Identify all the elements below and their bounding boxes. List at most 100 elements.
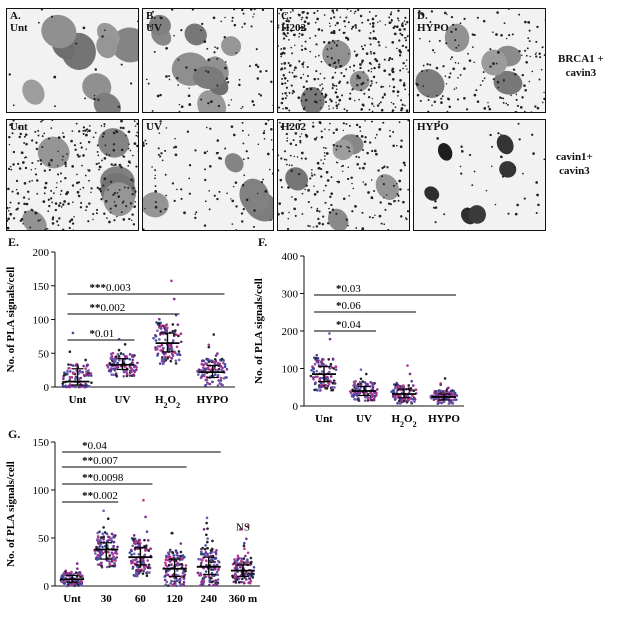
pla-signal-dot <box>288 164 291 166</box>
pla-signal-dot <box>403 84 406 87</box>
data-point <box>198 370 201 374</box>
pla-signal-dot <box>284 82 287 85</box>
data-point <box>76 567 79 570</box>
pla-signal-dot <box>209 165 212 168</box>
pla-signal-dot <box>302 85 306 89</box>
data-point <box>113 367 117 370</box>
pla-signal-dot <box>345 68 348 71</box>
y-tick-label: 150 <box>33 437 50 449</box>
pla-signal-dot <box>267 120 270 122</box>
pla-signal-dot <box>120 166 123 169</box>
data-point <box>238 565 242 569</box>
pla-signal-dot <box>84 97 86 100</box>
pla-signal-dot <box>316 161 320 165</box>
data-point <box>166 569 170 572</box>
pla-signal-dot <box>116 215 118 218</box>
pla-signal-dot <box>52 192 55 194</box>
pla-signal-dot <box>337 180 341 184</box>
pla-signal-dot <box>519 106 523 109</box>
pla-signal-dot <box>313 77 317 81</box>
pla-signal-dot <box>313 137 317 141</box>
pla-signal-dot <box>145 78 148 81</box>
data-point <box>169 343 173 347</box>
data-point <box>79 370 83 374</box>
data-point <box>163 357 167 361</box>
pla-signal-dot <box>338 81 341 84</box>
pla-signal-dot <box>387 59 391 62</box>
pla-signal-dot <box>108 154 111 157</box>
data-point <box>156 329 159 332</box>
pla-signal-dot <box>64 165 67 168</box>
pla-signal-dot <box>369 50 372 53</box>
data-point <box>79 573 82 577</box>
pla-signal-dot <box>50 197 53 200</box>
pla-signal-dot <box>112 131 116 135</box>
data-point <box>206 527 209 530</box>
pla-signal-dot <box>323 152 326 154</box>
pla-signal-dot <box>398 49 401 52</box>
pla-signal-dot <box>328 207 330 210</box>
pla-signal-dot <box>230 98 233 101</box>
pla-signal-dot <box>62 203 65 206</box>
pla-signal-dot <box>336 95 339 99</box>
pla-signal-dot <box>253 9 256 11</box>
data-point <box>354 385 358 388</box>
data-point <box>181 571 185 575</box>
pla-signal-dot <box>352 64 356 67</box>
pla-signal-dot <box>284 13 287 16</box>
pla-signal-dot <box>368 11 371 13</box>
pla-signal-dot <box>392 102 395 105</box>
data-point <box>205 563 208 567</box>
data-point <box>443 390 447 394</box>
pla-signal-dot <box>511 33 514 36</box>
data-point <box>436 402 440 405</box>
pla-signal-dot <box>243 22 246 25</box>
pla-signal-dot <box>63 200 66 203</box>
data-point <box>145 530 149 533</box>
pla-signal-dot <box>389 13 393 16</box>
data-point <box>414 388 418 392</box>
pla-signal-dot <box>330 100 333 103</box>
pla-signal-dot <box>218 156 221 160</box>
pla-signal-dot <box>304 98 308 102</box>
pla-signal-dot <box>328 63 332 67</box>
pla-signal-dot <box>105 153 108 156</box>
pla-signal-dot <box>201 22 204 26</box>
pla-signal-dot <box>404 217 407 219</box>
pla-signal-dot <box>313 185 315 187</box>
pla-signal-dot <box>93 97 96 101</box>
pla-signal-dot <box>248 65 251 68</box>
data-point <box>218 382 222 385</box>
pla-signal-dot <box>361 47 365 51</box>
pla-signal-dot <box>507 9 510 10</box>
data-point <box>216 352 219 355</box>
pla-signal-dot <box>382 85 385 88</box>
pla-signal-dot <box>165 46 168 50</box>
data-point <box>110 537 113 540</box>
data-point <box>179 340 183 344</box>
data-point <box>158 317 161 321</box>
pla-signal-dot <box>72 229 75 230</box>
data-point <box>166 573 170 577</box>
pla-signal-dot <box>388 16 391 19</box>
data-point <box>451 402 455 405</box>
pla-signal-dot <box>12 217 16 220</box>
data-point <box>204 544 207 547</box>
y-tick-label: 400 <box>282 251 299 263</box>
pla-signal-dot <box>381 175 384 178</box>
pla-signal-dot <box>40 9 43 11</box>
pla-signal-dot <box>241 129 244 132</box>
data-point <box>211 380 214 384</box>
pla-signal-dot <box>302 73 305 76</box>
pla-signal-dot <box>314 93 317 96</box>
data-point <box>433 397 436 401</box>
pla-signal-dot <box>313 173 316 176</box>
pla-signal-dot <box>116 192 119 194</box>
pla-signal-dot <box>259 70 262 73</box>
data-point <box>249 579 253 583</box>
pla-signal-dot <box>459 22 462 25</box>
pla-signal-dot <box>92 136 95 139</box>
pla-signal-dot <box>396 144 398 147</box>
pla-signal-dot <box>403 36 406 39</box>
pla-signal-dot <box>333 41 336 44</box>
